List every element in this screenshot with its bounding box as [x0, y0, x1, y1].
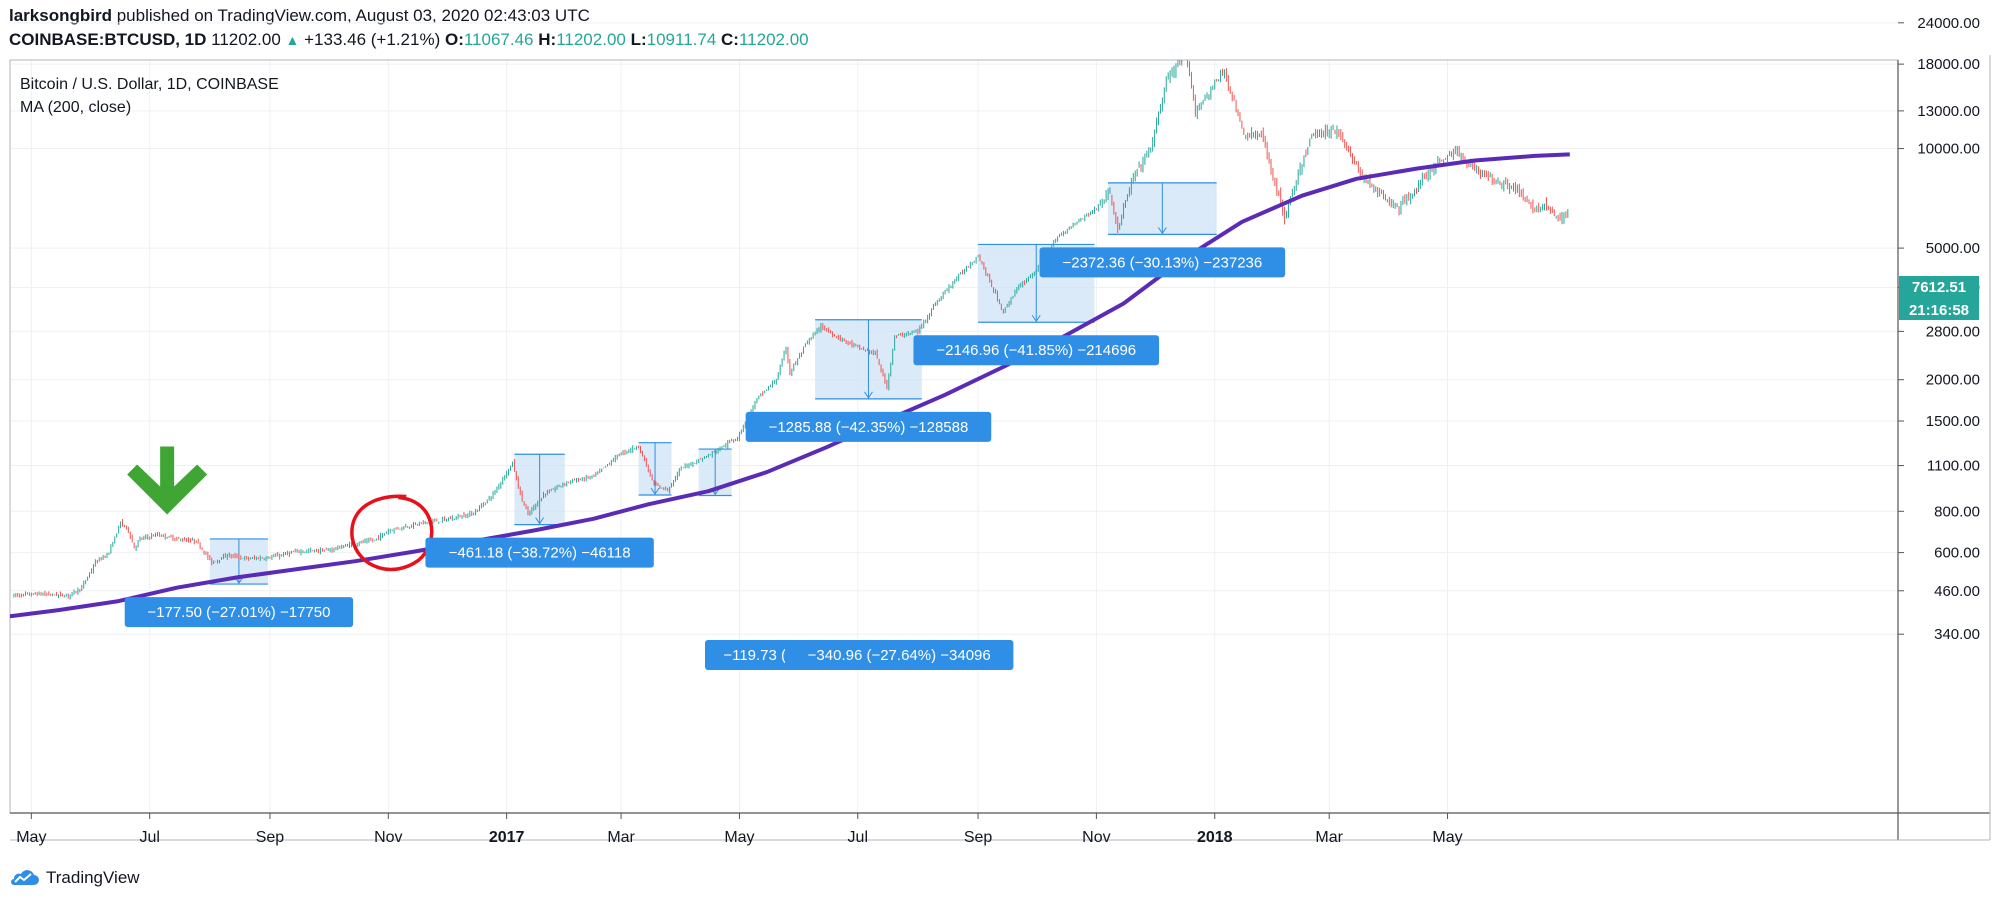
- quote-line: COINBASE:BTCUSD, 1D 11202.00 ▲ +133.46 (…: [9, 30, 809, 50]
- drawdown-label[interactable]: −2372.36 (−30.13%) −237236: [1039, 247, 1286, 278]
- y-tick-label: 1100.00: [1927, 458, 1980, 475]
- drawdown-label[interactable]: −461.18 (−38.72%) −46118: [425, 537, 654, 568]
- y-tick-label: 800.00: [1934, 503, 1980, 520]
- high-label: H:: [538, 30, 557, 49]
- close-label: C:: [721, 30, 739, 49]
- x-tick-label: Mar: [1315, 829, 1343, 846]
- price-change: +133.46 (+1.21%): [304, 30, 441, 49]
- ma-200-line: [10, 152, 1570, 619]
- y-tick-label: 5000.00: [1926, 240, 1980, 257]
- drawdown-label-text: −1285.88 (−42.35%) −128588: [769, 419, 969, 436]
- chart-title: Bitcoin / U.S. Dollar, 1D, COINBASE: [20, 76, 279, 93]
- x-tick-label: Sep: [964, 829, 993, 846]
- countdown-badge: [1899, 298, 1979, 320]
- high-value: 11202.00: [556, 30, 626, 49]
- x-tick-label: 2017: [489, 829, 525, 846]
- x-tick-label: Mar: [607, 829, 635, 846]
- tradingview-brand-text: TradingView: [46, 868, 140, 887]
- x-tick-label: May: [16, 829, 46, 846]
- x-tick-label: Nov: [374, 829, 402, 846]
- x-tick-label: Jul: [139, 829, 159, 846]
- drawdown-label-text: −119.73 (: [723, 647, 786, 664]
- low-value: 10911.74: [646, 30, 717, 49]
- x-tick-label: Nov: [1082, 829, 1110, 846]
- red-circle-icon: [350, 494, 434, 572]
- author-name[interactable]: larksongbird: [9, 6, 112, 25]
- y-tick-label: 2800.00: [1926, 323, 1980, 340]
- drawdown-label-text: −461.18 (−38.72%) −46118: [449, 545, 631, 562]
- drawdown-label-text: −2146.96 (−41.85%) −214696: [936, 342, 1136, 359]
- y-tick-label: 13000.00: [1917, 103, 1980, 120]
- x-tick-label: Sep: [256, 829, 285, 846]
- drawdown-label[interactable]: −177.50 (−27.01%) −17750: [124, 597, 354, 628]
- x-tick-label: May: [724, 829, 754, 846]
- up-triangle-icon: ▲: [285, 32, 300, 48]
- x-tick-label: May: [1432, 829, 1462, 846]
- close-value: 11202.00: [738, 30, 809, 49]
- y-tick-label: 1500.00: [1926, 413, 1980, 430]
- low-label: L:: [630, 30, 647, 49]
- drawdown-label[interactable]: −1285.88 (−42.35%) −128588: [745, 411, 992, 442]
- green-arrow-icon: [127, 446, 208, 515]
- y-tick-label: 24000.00: [1917, 15, 1980, 32]
- last-price: 11202.00: [211, 30, 281, 49]
- x-tick-label: Jul: [848, 829, 868, 846]
- last-price-badge: [1899, 276, 1979, 298]
- y-tick-label: 460.00: [1934, 583, 1980, 600]
- drawdown-label-text: −2372.36 (−30.13%) −237236: [1062, 254, 1262, 271]
- publish-info: larksongbird published on TradingView.co…: [9, 6, 590, 26]
- tradingview-logo[interactable]: TradingView: [8, 868, 140, 888]
- drawdown-label-text: −340.96 (−27.64%) −34096: [808, 647, 991, 664]
- y-tick-label: 2000.00: [1926, 372, 1980, 389]
- open-value: 11067.46: [463, 30, 534, 49]
- open-label: O:: [444, 30, 464, 49]
- y-tick-label: 600.00: [1934, 545, 1980, 562]
- drawdown-label-text: −177.50 (−27.01%) −17750: [147, 604, 330, 621]
- y-tick-label: 10000.00: [1917, 141, 1980, 158]
- x-tick-label: 2018: [1197, 829, 1233, 846]
- y-tick-label: 340.00: [1934, 626, 1980, 643]
- countdown-badge-text: 21:16:58: [1909, 302, 1969, 319]
- symbol-label: COINBASE:BTCUSD, 1D: [9, 30, 207, 49]
- last-price-badge-text: 7612.51: [1912, 279, 1966, 296]
- published-text: published on TradingView.com, August 03,…: [116, 6, 590, 25]
- drawdown-label[interactable]: −2146.96 (−41.85%) −214696: [913, 335, 1160, 366]
- drawdown-label[interactable]: −119.73 (: [705, 640, 805, 670]
- cloud-icon: [11, 870, 39, 885]
- indicator-label: MA (200, close): [20, 99, 131, 116]
- drawdown-label[interactable]: −340.96 (−27.64%) −34096: [785, 640, 1014, 670]
- y-tick-label: 18000.00: [1917, 56, 1980, 73]
